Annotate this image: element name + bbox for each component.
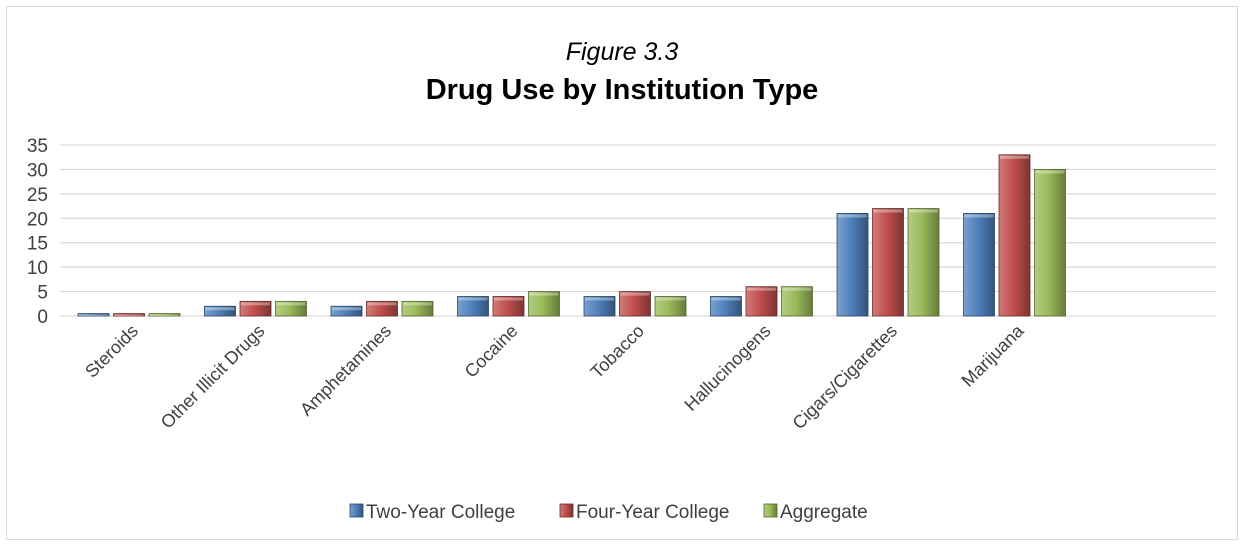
bar-tobacco-four-year-college [619,291,651,317]
y-tick-label: 5 [37,283,48,304]
bar-highlight [332,307,361,311]
y-tick-label: 10 [27,258,48,279]
bar-hallucinogens-two-year-college [710,296,742,317]
bar-steroids-two-year-college [77,313,110,317]
bar-highlight [276,302,306,306]
x-tick-label: Cocaine [461,321,522,382]
bar-highlight [79,314,108,316]
y-tick-label: 15 [27,234,48,255]
bar-highlight [711,297,741,301]
bar-cocaine-four-year-college [492,296,525,317]
chart-title: Drug Use by Institution Type [426,74,819,106]
bar-marijuana-two-year-college [963,212,995,317]
bar-hallucinogens-aggregate [781,286,813,317]
bar-highlight [782,287,812,291]
bar-highlight [747,287,776,291]
bar-amphetamines-aggregate [401,300,434,317]
legend: Two-Year College Four-Year College Aggrega… [349,502,868,523]
bar-tobacco-aggregate [654,296,687,317]
x-tick-label: Steroids [81,321,142,382]
bar-other-illicit-drugs-two-year-college [204,305,236,317]
legend-item: Aggregate [763,502,868,523]
x-tick-label: Tobacco [587,321,649,383]
bar-amphetamines-four-year-college [366,300,398,317]
legend-item: Two-Year College [349,502,515,523]
bar-highlight [458,297,488,301]
x-tick-label: Amphetamines [296,321,395,420]
bar-marijuana-aggregate [1034,169,1066,317]
x-tick-label: Marijuana [958,320,1029,391]
bar-highlight [241,302,270,306]
bar-highlight [1035,170,1065,174]
y-tick-label: 25 [27,185,48,206]
y-tick-label: 35 [27,136,48,157]
figure-label: Figure 3.3 [566,38,679,66]
bar-cocaine-aggregate [528,291,560,317]
bar-highlight [838,214,867,218]
legend-swatch [559,503,574,518]
bar-highlight [1000,155,1029,159]
bar-cocaine-two-year-college [457,296,489,317]
bar-marijuana-four-year-college [998,154,1031,317]
bar-cigars-cigarettes-four-year-college [872,208,904,317]
legend-swatch [349,503,364,518]
bar-cigars-cigarettes-aggregate [907,208,940,317]
x-tick-label: Other Illicit Drugs [157,321,269,433]
bar-highlight [114,314,144,316]
legend-swatch [763,503,778,518]
bar-highlight [964,214,994,218]
y-axis-ticks: 0 5 10 15 20 25 30 35 [27,136,48,328]
bar-highlight [529,292,559,296]
bar-cigars-cigarettes-two-year-college [836,212,869,317]
bar-highlight [367,302,397,306]
y-tick-label: 0 [37,307,48,328]
bar-other-illicit-drugs-aggregate [275,300,307,317]
x-tick-label: Hallucinogens [680,321,774,415]
bars [77,154,1066,317]
legend-item: Four-Year College [559,502,730,523]
bar-highlight [656,297,685,301]
bar-highlight [494,297,523,301]
bar-highlight [873,209,903,213]
y-tick-label: 30 [27,160,48,181]
chart-area [6,6,1238,540]
x-tick-label: Cigars/Cigarettes [789,321,901,433]
bar-highlight [585,297,614,301]
legend-label: Aggregate [780,502,868,523]
bar-other-illicit-drugs-four-year-college [239,300,272,317]
bar-tobacco-two-year-college [583,296,616,317]
legend-label: Two-Year College [366,502,515,523]
bar-hallucinogens-four-year-college [745,286,778,317]
bar-steroids-aggregate [148,313,181,317]
bar-steroids-four-year-college [113,313,145,317]
x-axis-labels: Steroids Other Illicit Drugs Amphetamines C… [81,320,1028,433]
y-tick-label: 20 [27,209,48,230]
bar-highlight [205,307,235,311]
bar-highlight [620,292,650,296]
bar-highlight [403,302,432,306]
legend-label: Four-Year College [576,502,730,523]
bar-amphetamines-two-year-college [330,305,363,317]
bar-highlight [150,314,179,316]
bar-highlight [909,209,938,213]
